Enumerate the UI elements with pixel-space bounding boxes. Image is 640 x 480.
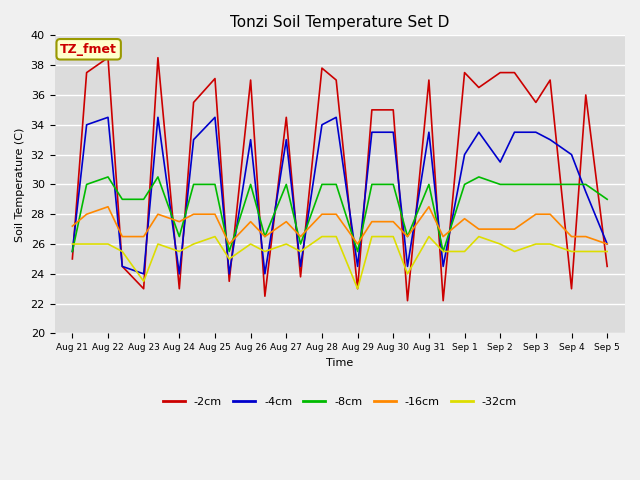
X-axis label: Time: Time xyxy=(326,358,353,368)
Legend: -2cm, -4cm, -8cm, -16cm, -32cm: -2cm, -4cm, -8cm, -16cm, -32cm xyxy=(158,393,522,411)
Text: TZ_fmet: TZ_fmet xyxy=(60,43,117,56)
Y-axis label: Soil Temperature (C): Soil Temperature (C) xyxy=(15,127,25,241)
Title: Tonzi Soil Temperature Set D: Tonzi Soil Temperature Set D xyxy=(230,15,449,30)
